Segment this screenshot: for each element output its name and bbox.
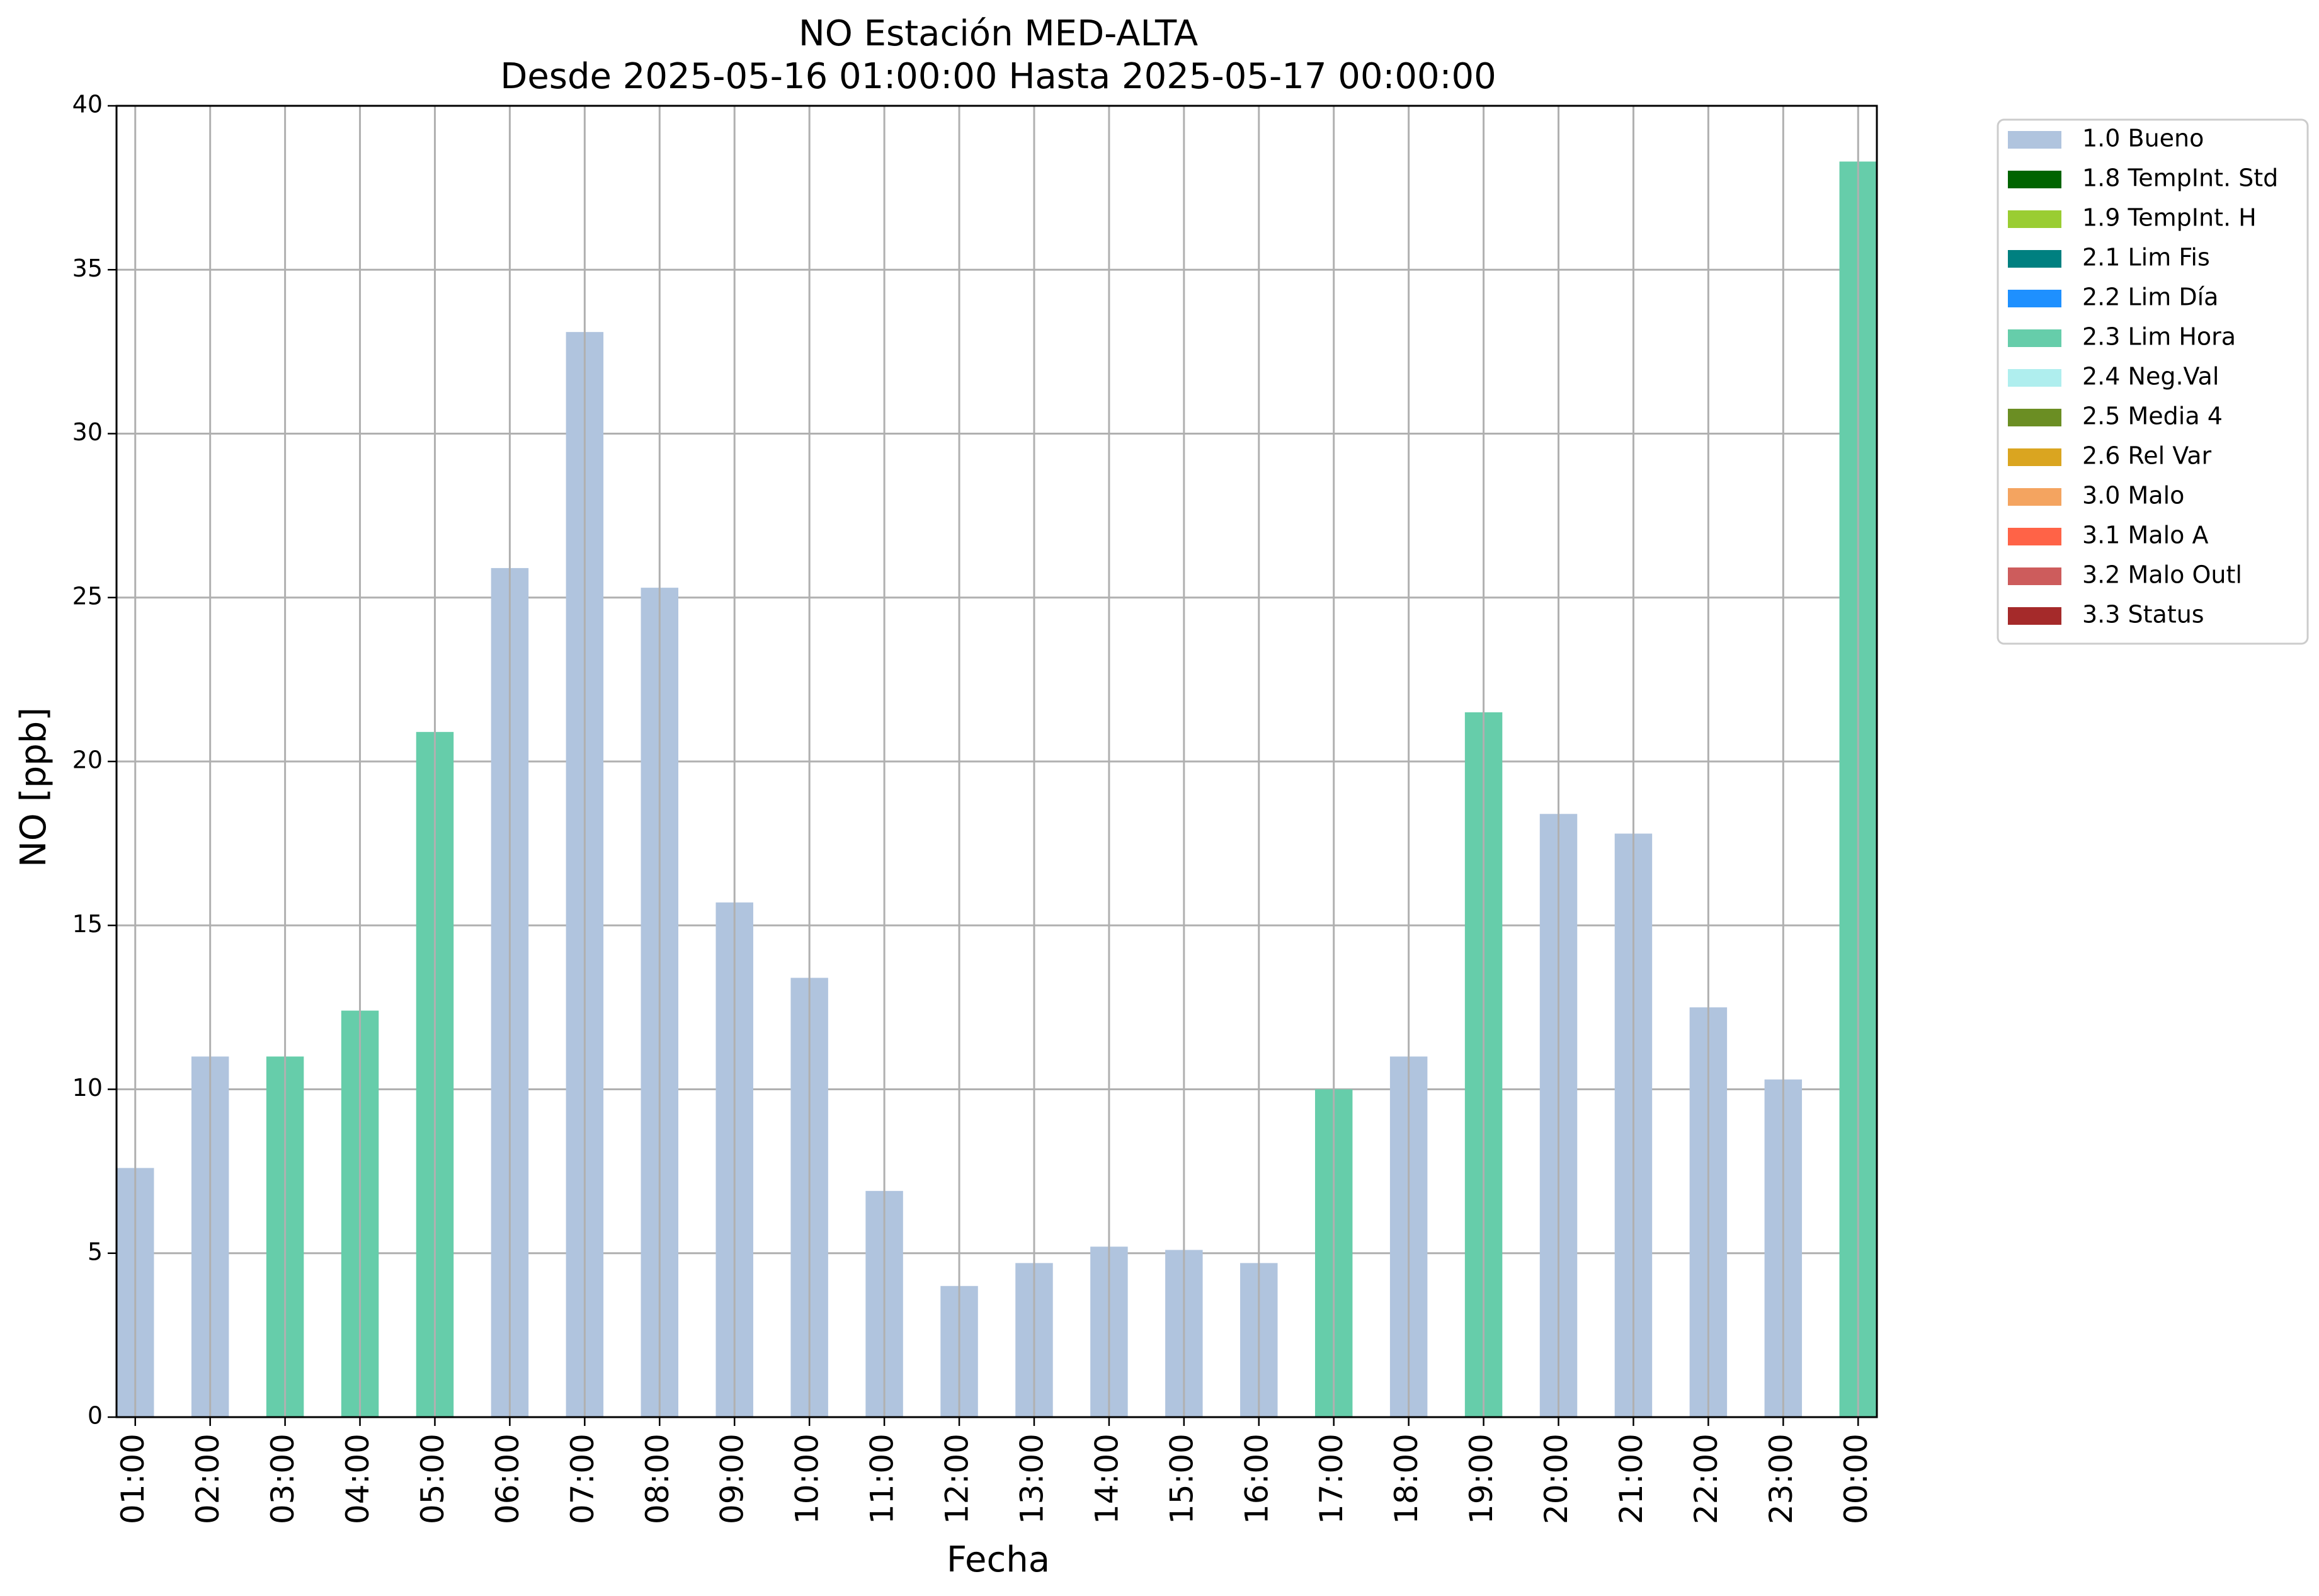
legend-entry: 1.0 Bueno	[2008, 125, 2204, 152]
x-tick-label: 07:00	[564, 1434, 601, 1524]
legend-entry: 3.0 Malo	[2008, 482, 2184, 510]
y-tick-label: 30	[72, 418, 103, 446]
legend-swatch	[2008, 567, 2061, 585]
x-tick-label: 17:00	[1313, 1434, 1350, 1524]
legend-label: 1.8 TempInt. Std	[2082, 164, 2278, 192]
legend-frame	[1997, 118, 2309, 645]
legend-label: 3.0 Malo	[2082, 482, 2184, 510]
legend-label: 2.3 Lim Hora	[2082, 323, 2236, 351]
plot-frame	[115, 105, 1878, 1418]
x-tick-label: 01:00	[115, 1434, 151, 1524]
y-tick-label: 5	[88, 1238, 103, 1265]
legend-entry: 1.8 TempInt. Std	[2008, 164, 2278, 192]
x-tick-label: 09:00	[714, 1434, 751, 1524]
legend-swatch	[2008, 528, 2061, 545]
legend-entry: 2.6 Rel Var	[2008, 442, 2212, 470]
legend-swatch	[2008, 488, 2061, 506]
x-tick-label: 14:00	[1088, 1434, 1125, 1524]
legend-label: 2.6 Rel Var	[2082, 442, 2212, 470]
legend-swatch	[2008, 210, 2061, 228]
legend-entry: 2.3 Lim Hora	[2008, 323, 2236, 351]
legend-entry: 2.1 Lim Fis	[2008, 244, 2210, 271]
legend-swatch	[2008, 250, 2061, 268]
y-tick-label: 20	[72, 746, 103, 774]
legend-label: 3.2 Malo Outl	[2082, 561, 2242, 589]
legend-swatch	[2008, 409, 2061, 426]
y-tick-label: 25	[72, 582, 103, 610]
x-tick-label: 23:00	[1763, 1434, 1799, 1524]
x-tick-label: 21:00	[1613, 1434, 1650, 1524]
legend-label: 3.3 Status	[2082, 601, 2204, 629]
y-tick-label: 35	[72, 254, 103, 282]
x-tick-label: 04:00	[339, 1434, 376, 1524]
legend-swatch	[2008, 131, 2061, 149]
legend-label: 1.0 Bueno	[2082, 125, 2204, 152]
legend-swatch	[2008, 607, 2061, 625]
x-tick-label: 03:00	[265, 1434, 301, 1524]
x-tick-label: 11:00	[864, 1434, 901, 1524]
legend-entry: 2.2 Lim Día	[2008, 283, 2218, 311]
y-axis-label: NO [ppb]	[13, 707, 54, 867]
legend-label: 2.2 Lim Día	[2082, 283, 2218, 311]
y-tick-label: 15	[72, 910, 103, 938]
legend-swatch	[2008, 329, 2061, 347]
x-tick-label: 08:00	[639, 1434, 676, 1524]
x-tick-label: 15:00	[1163, 1434, 1200, 1524]
chart-title-line-2: Desde 2025-05-16 01:00:00 Hasta 2025-05-…	[500, 56, 1496, 97]
legend: 1.0 Bueno 1.8 TempInt. Std 1.9 TempInt. H 2…	[1997, 118, 2309, 645]
legend-entry: 3.2 Malo Outl	[2008, 561, 2242, 589]
x-tick-label: 16:00	[1238, 1434, 1275, 1524]
legend-swatch	[2008, 171, 2061, 188]
y-tick-label: 10	[72, 1074, 103, 1102]
legend-entry: 3.1 Malo A	[2008, 522, 2208, 549]
legend-label: 2.1 Lim Fis	[2082, 244, 2210, 271]
x-tick-label: 06:00	[489, 1434, 526, 1524]
legend-entry: 2.5 Media 4	[2008, 402, 2223, 430]
legend-entry: 1.9 TempInt. H	[2008, 204, 2257, 232]
legend-label: 1.9 TempInt. H	[2082, 204, 2257, 232]
x-tick-label: 12:00	[939, 1434, 976, 1524]
legend-label: 3.1 Malo A	[2082, 522, 2208, 549]
x-tick-label: 10:00	[789, 1434, 826, 1524]
plot-area: 0 5 10 15 20 25 30 35 40 01:00 02:00 03:00 04:00 05:0…	[72, 91, 1878, 1524]
legend-swatch	[2008, 369, 2061, 387]
x-tick-label: 19:00	[1463, 1434, 1500, 1524]
x-tick-label: 18:00	[1388, 1434, 1425, 1524]
legend-swatch	[2008, 448, 2061, 466]
x-axis-label: Fecha	[947, 1539, 1050, 1580]
y-tick-label: 0	[88, 1402, 103, 1430]
x-tick-label: 05:00	[414, 1434, 451, 1524]
legend-entry: 3.3 Status	[2008, 601, 2204, 629]
legend-swatch	[2008, 290, 2061, 307]
legend-label: 2.4 Neg.Val	[2082, 363, 2219, 390]
x-tick-label: 00:00	[1838, 1434, 1874, 1524]
legend-label: 2.5 Media 4	[2082, 402, 2223, 430]
y-tick-label: 40	[72, 91, 103, 118]
x-tick-label: 13:00	[1013, 1434, 1050, 1524]
legend-entry: 2.4 Neg.Val	[2008, 363, 2219, 390]
x-tick-label: 22:00	[1688, 1434, 1724, 1524]
x-tick-label: 20:00	[1538, 1434, 1575, 1524]
x-tick-label: 02:00	[190, 1434, 226, 1524]
chart-title-line-1: NO Estación MED-ALTA	[799, 13, 1198, 54]
